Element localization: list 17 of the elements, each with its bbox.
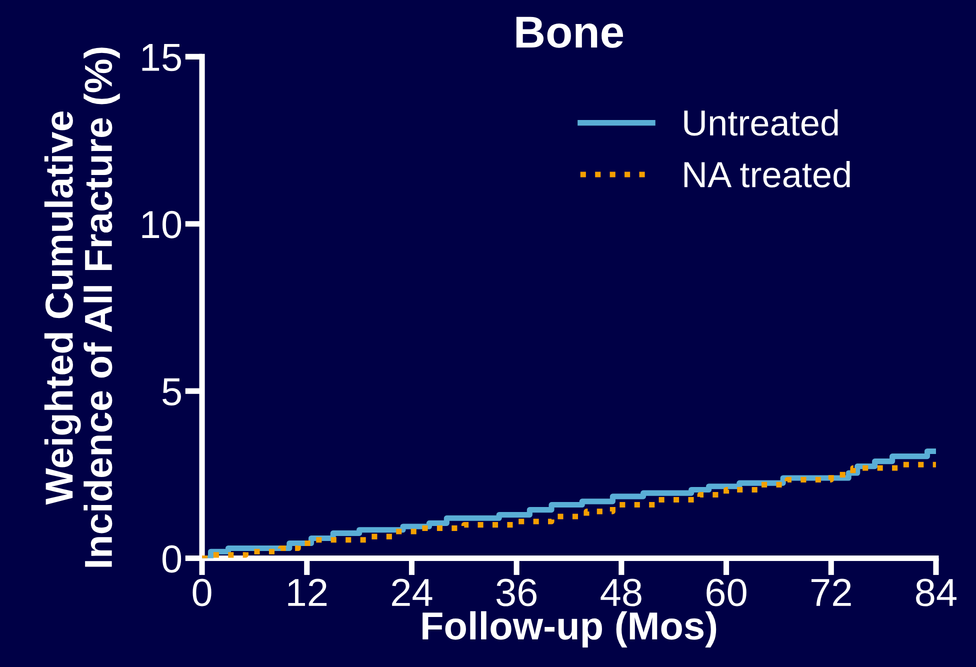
y-tick-label: 15	[142, 44, 181, 72]
y-tick-label: 5	[162, 378, 181, 406]
x-tick-label: 24	[392, 578, 432, 606]
y-tick-label: 10	[142, 210, 182, 238]
legend-label: Untreated	[684, 109, 838, 136]
x-axis-title: Follow-up (Mos)	[422, 611, 716, 648]
x-tick-label: 60	[706, 578, 746, 606]
x-tick-label: 72	[812, 578, 851, 606]
x-tick-label: 36	[496, 578, 537, 606]
y-tick-label: 0	[162, 545, 182, 573]
x-tick-label: 12	[288, 578, 327, 606]
x-tick-label: 48	[600, 578, 642, 606]
y-axis-title: Weighted Cumulative Incidence of All Fracture (%)	[44, 48, 120, 567]
legend-label: NA treated	[684, 160, 850, 188]
chart-title: Bone	[516, 16, 624, 48]
x-tick-label: 84	[916, 578, 956, 606]
x-tick-label: 0	[192, 578, 212, 606]
